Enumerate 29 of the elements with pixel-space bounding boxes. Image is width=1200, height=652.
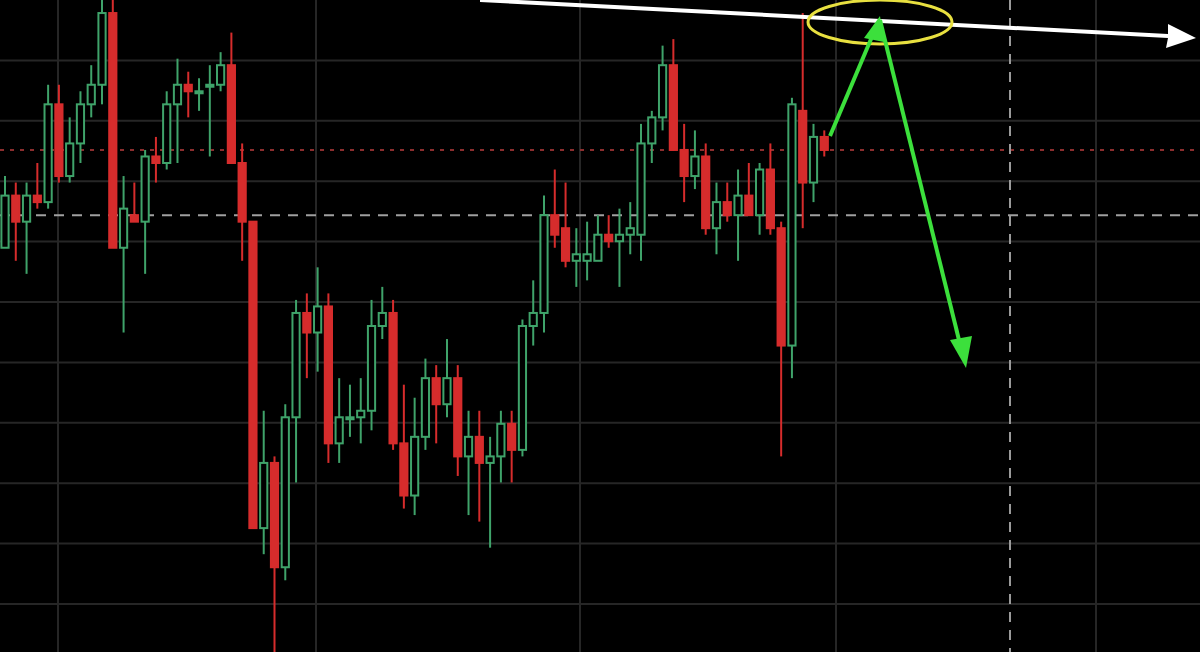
candlestick (313, 266, 323, 373)
candlestick (453, 364, 463, 477)
candlestick (43, 83, 53, 210)
candlestick (302, 292, 312, 380)
candlestick (463, 409, 474, 517)
candlestick (259, 409, 269, 556)
candlestick (442, 338, 452, 419)
candlestick (711, 181, 722, 256)
candlestick (183, 70, 193, 119)
candlestick (808, 122, 819, 204)
candlestick (722, 181, 732, 223)
candlestick (755, 162, 765, 236)
candlestick (11, 181, 21, 262)
candlestick (118, 175, 129, 334)
candlestick (151, 135, 161, 184)
candlestick (604, 214, 614, 249)
candlestick (54, 83, 64, 184)
candlestick (194, 77, 204, 112)
candlestick (21, 181, 32, 275)
candlestick (431, 364, 441, 445)
candlestick (507, 409, 517, 484)
candlestick (701, 142, 711, 236)
candlestick (323, 292, 333, 464)
candlestick (474, 409, 484, 523)
candlestick (32, 162, 42, 210)
candlestick (733, 168, 743, 262)
candlestick (269, 455, 280, 652)
candlestick (690, 129, 700, 191)
candlestick (798, 12, 808, 230)
